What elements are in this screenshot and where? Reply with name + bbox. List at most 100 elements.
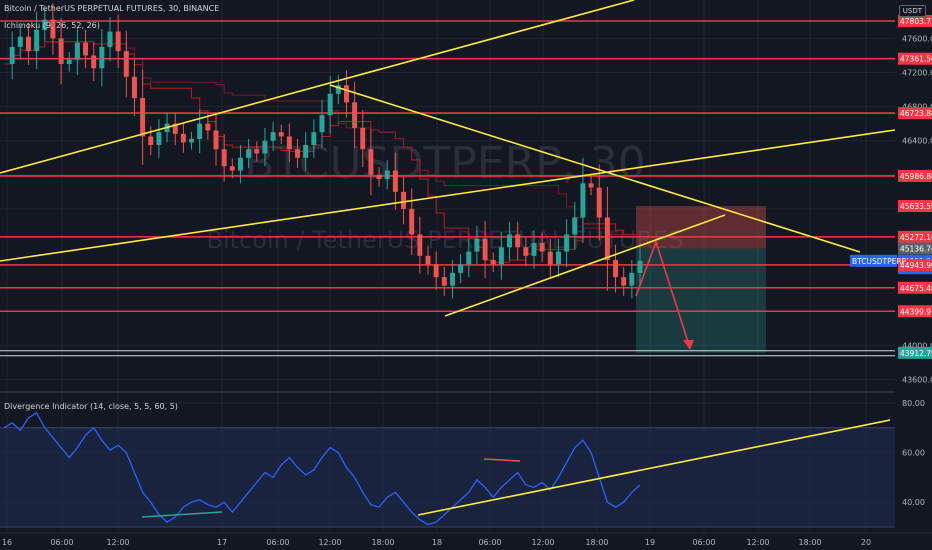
candle-body xyxy=(319,115,325,133)
candle-body xyxy=(621,277,627,286)
upper-channel-trendline xyxy=(0,0,635,174)
candle-body xyxy=(25,36,31,52)
price-label-box xyxy=(898,242,932,255)
candle-body xyxy=(401,191,407,209)
price-label-text: 44399.97 xyxy=(900,307,932,316)
time-tick-label: 18 xyxy=(432,538,442,547)
candle-body xyxy=(205,123,211,131)
price-label-text: 44675.48 xyxy=(900,284,932,293)
symbol-legend[interactable]: Bitcoin / TetherUS PERPETUAL FUTURES, 30… xyxy=(4,4,220,13)
candle-body xyxy=(458,264,464,273)
candle-body xyxy=(197,123,203,139)
oscillator-trendline xyxy=(417,419,891,516)
candle-body xyxy=(613,260,619,278)
candle-body xyxy=(376,174,382,180)
time-tick-label: 06:00 xyxy=(50,538,73,547)
candle-body xyxy=(523,247,529,256)
candle-body xyxy=(352,102,358,128)
candle-body xyxy=(547,251,553,265)
time-axis[interactable]: 16 06:00 12:00 17 06:00 12:00 18:00 18 06:00 12:0… xyxy=(0,532,932,550)
candle-body xyxy=(572,217,578,235)
candle-body xyxy=(425,255,431,265)
candle-body xyxy=(368,149,374,175)
divergence-pane xyxy=(0,411,895,528)
candle-body xyxy=(237,157,243,171)
price-label-box xyxy=(898,200,932,213)
price-label-text: 45272.14 xyxy=(900,233,932,242)
projection-arrow xyxy=(635,239,691,349)
price-label-text: 46723.88 xyxy=(900,109,932,118)
candle-body xyxy=(555,251,561,265)
candle-body xyxy=(115,31,121,52)
price-label-box xyxy=(898,346,932,359)
price-label-box xyxy=(898,52,932,65)
oscillator-band xyxy=(0,427,895,528)
watermark-name: Bitcoin / TetherUS PERPETUAL FUTURES xyxy=(207,226,684,254)
candle-body xyxy=(213,130,219,150)
candle-body xyxy=(466,251,472,265)
price-label-text: 45633.59 xyxy=(900,202,932,211)
stop-zone xyxy=(636,206,766,249)
time-tick-label: 18:00 xyxy=(371,538,394,547)
candle-body xyxy=(417,234,423,256)
candle-body xyxy=(50,19,56,39)
candle-body xyxy=(490,260,496,265)
candle-body xyxy=(180,133,186,143)
candles xyxy=(9,3,643,299)
candle-body xyxy=(564,234,570,252)
price-tick-label: 47200.00 xyxy=(902,68,932,77)
time-tick-label: 06:00 xyxy=(266,538,289,547)
candle-body xyxy=(474,238,480,252)
time-tick-label: 18:00 xyxy=(585,538,608,547)
time-tick-label: 12:00 xyxy=(318,538,341,547)
osc-tick-label: 40.00 xyxy=(902,498,925,507)
time-tick-label: 06:00 xyxy=(692,538,715,547)
horizontal-levels[interactable] xyxy=(0,20,895,357)
candle-body xyxy=(148,136,154,145)
projection-arrowhead xyxy=(683,340,694,350)
osc-tick-label: 60.00 xyxy=(902,449,925,458)
candle-body xyxy=(9,46,15,64)
ichimoku-legend[interactable]: Ichimoku (9, 26, 52, 26) xyxy=(4,21,100,30)
candle-body xyxy=(140,98,146,137)
trendlines[interactable] xyxy=(0,0,895,350)
symbol-label-box xyxy=(850,254,897,267)
descending-trendline xyxy=(329,84,861,253)
candle-body xyxy=(433,264,439,278)
candle-body xyxy=(392,170,398,192)
time-tick-label: 12:00 xyxy=(106,538,129,547)
candle-body xyxy=(384,170,390,180)
osc-tick-label: 80.00 xyxy=(902,399,925,408)
currency-badge[interactable]: USDT xyxy=(898,5,926,17)
candle-body xyxy=(66,59,72,64)
candle-body xyxy=(482,238,488,261)
price-label-text: 44943.90 xyxy=(900,261,932,270)
candle-body xyxy=(441,277,447,286)
candle-body xyxy=(74,42,80,60)
time-tick-label: 06:00 xyxy=(478,538,501,547)
bearish-divergence-line xyxy=(483,458,521,462)
price-axis-bg xyxy=(895,0,932,550)
price-label-text: 45136.74 xyxy=(900,244,932,253)
price-label-box xyxy=(898,14,932,27)
candle-body xyxy=(83,42,89,56)
price-label-box xyxy=(898,230,932,243)
price-axis[interactable]: 43600.0044000.0045600.0046000.0046400.00… xyxy=(850,0,932,550)
rising-support-trendline xyxy=(444,214,726,317)
candle-body xyxy=(531,243,537,256)
candle-body xyxy=(515,234,521,248)
position-tool[interactable] xyxy=(636,206,766,353)
candle-body xyxy=(637,260,643,273)
candle-body xyxy=(507,234,513,248)
time-tick-label: 19 xyxy=(645,538,655,547)
candle-body xyxy=(580,183,586,218)
candle-body xyxy=(295,149,301,158)
divergence-oscillator-line xyxy=(3,411,641,526)
price-label-text: 47361.50 xyxy=(900,55,932,64)
time-axis-bg xyxy=(0,532,932,550)
candle-body xyxy=(131,76,137,99)
target-zone xyxy=(636,248,766,353)
divergence-legend[interactable]: Divergence Indicator (14, close, 5, 5, 6… xyxy=(4,402,178,411)
